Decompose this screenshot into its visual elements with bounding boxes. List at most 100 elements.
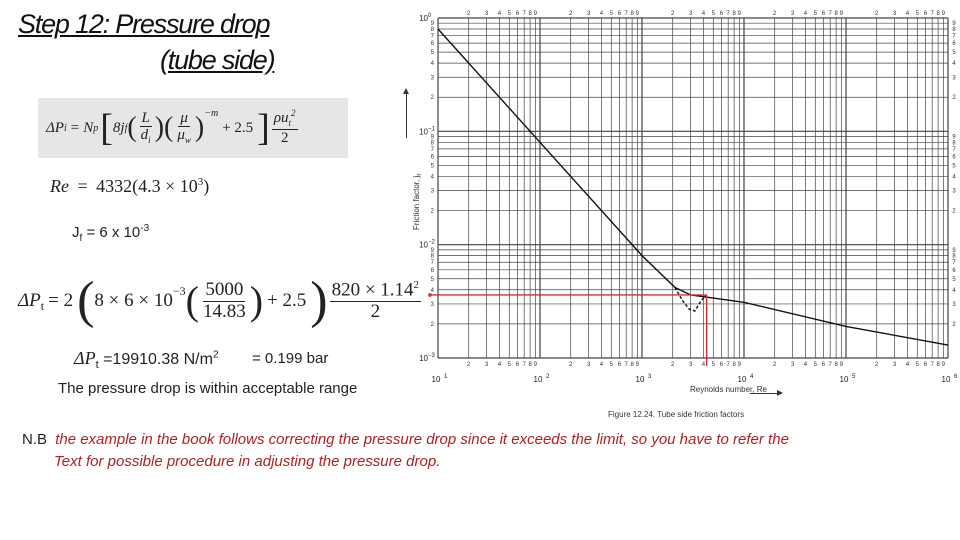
x-major-tick-label: 10: [840, 375, 849, 384]
left-minor-tick-label: 9: [431, 21, 435, 27]
result-lhs: ΔP: [74, 348, 96, 368]
friction-curve: [437, 28, 949, 346]
y-major-tick-exp: −2: [428, 240, 436, 246]
left-minor-tick-label: 2: [431, 95, 435, 101]
left-bracket: [: [100, 107, 113, 149]
top-minor-tick-label: 4: [804, 11, 808, 17]
result-bar: = 0.199 bar: [252, 350, 329, 367]
numeric-formula: ΔP t = 2 ( 8 × 6 × 10 −3 ( 5000 14.83 ) + 2…: [18, 270, 423, 332]
bottom-minor-tick-label: 5: [712, 362, 716, 368]
bottom-minor-tick-label: 6: [924, 362, 928, 368]
numeric-plus: + 2.5: [267, 290, 307, 311]
top-minor-tick-label: 7: [523, 11, 527, 17]
bottom-minor-tick-label: 8: [936, 362, 940, 368]
left-minor-tick-label: 7: [431, 260, 435, 266]
formula-exp: −m: [204, 108, 219, 119]
bottom-minor-tick-label: 8: [528, 362, 532, 368]
x-major-tick-exp: 5: [852, 374, 856, 380]
bottom-minor-tick-label: 9: [840, 362, 844, 368]
bottom-minor-tick-label: 6: [618, 362, 622, 368]
top-minor-tick-label: 2: [773, 11, 777, 17]
top-minor-tick-label: 9: [738, 11, 742, 17]
right-minor-tick-label: 4: [952, 61, 956, 67]
numeric-paren-close-2: ): [249, 278, 264, 323]
left-minor-tick-label: 8: [431, 27, 435, 33]
numeric-lhs: ΔP: [18, 290, 41, 311]
bottom-minor-tick-label: 2: [569, 362, 573, 368]
x-major-tick-exp: 1: [444, 374, 448, 380]
x-major-tick-label: 10: [534, 375, 543, 384]
left-minor-tick-label: 5: [431, 277, 435, 283]
bottom-minor-tick-label: 4: [498, 362, 502, 368]
right-minor-tick-label: 4: [952, 288, 956, 294]
y-major-tick-label: 10: [419, 354, 428, 363]
right-bracket: ]: [257, 107, 270, 149]
reynolds-lhs: Re: [50, 176, 69, 196]
right-minor-tick-label: 2: [952, 322, 956, 328]
top-minor-tick-label: 8: [528, 11, 532, 17]
frac-muw-sub: w: [184, 135, 191, 146]
top-minor-tick-label: 2: [875, 11, 879, 17]
left-minor-tick-label: 5: [431, 163, 435, 169]
top-minor-tick-label: 4: [600, 11, 604, 17]
y-major-tick-label: 10: [419, 241, 428, 250]
bottom-minor-tick-label: 3: [485, 362, 489, 368]
formula-8jf: 8j: [112, 119, 125, 136]
bottom-minor-tick-label: 7: [829, 362, 833, 368]
top-minor-tick-label: 6: [618, 11, 622, 17]
x-major-tick-exp: 2: [546, 374, 550, 380]
slide-title-line2: (tube side): [160, 45, 276, 75]
numeric-frac-1: 5000 14.83: [201, 278, 248, 323]
x-major-tick-exp: 6: [954, 374, 958, 380]
numeric-den: 14.83: [202, 300, 246, 322]
numeric-den2: 2: [370, 301, 381, 323]
bottom-minor-tick-label: 9: [636, 362, 640, 368]
top-minor-tick-label: 5: [610, 11, 614, 17]
reynolds-eq: =: [77, 176, 88, 196]
slide-title: Step 12: Pressure drop (tube side): [18, 6, 276, 78]
paren-open-2: (: [164, 112, 174, 143]
bottom-minor-tick-label: 4: [600, 362, 604, 368]
top-minor-tick-label: 6: [516, 11, 520, 17]
bottom-minor-tick-label: 8: [732, 362, 736, 368]
paren-close-1: ): [154, 112, 165, 143]
left-minor-tick-label: 2: [431, 322, 435, 328]
result-value: =19910.38 N/m: [103, 351, 213, 368]
right-minor-tick-label: 9: [952, 248, 956, 254]
numeric-num: 5000: [203, 278, 246, 302]
right-minor-tick-label: 3: [952, 75, 956, 81]
bottom-minor-tick-label: 3: [893, 362, 897, 368]
bottom-minor-tick-label: 2: [671, 362, 675, 368]
top-minor-tick-label: 6: [720, 11, 724, 17]
paren-close-2: ): [194, 112, 205, 143]
frac-d-sub: i: [148, 135, 151, 146]
transition-curve: [674, 287, 708, 312]
top-minor-tick-label: 9: [534, 11, 538, 17]
top-minor-tick-label: 8: [732, 11, 736, 17]
y-major-tick-exp: −1: [428, 126, 436, 132]
top-minor-tick-label: 6: [822, 11, 826, 17]
frac-mu-num: μ: [178, 109, 190, 128]
bottom-minor-tick-label: 2: [467, 362, 471, 368]
top-minor-tick-label: 5: [508, 11, 512, 17]
numeric-num2-exp: 2: [413, 278, 420, 291]
bottom-minor-tick-label: 5: [916, 362, 920, 368]
bottom-minor-tick-label: 6: [720, 362, 724, 368]
bottom-minor-tick-label: 5: [814, 362, 818, 368]
bottom-minor-tick-label: 9: [942, 362, 946, 368]
x-major-tick-label: 10: [636, 375, 645, 384]
left-minor-tick-label: 9: [431, 135, 435, 141]
jf-exp: -3: [140, 223, 150, 234]
top-minor-tick-label: 3: [485, 11, 489, 17]
numeric-inner-exp: −3: [172, 284, 186, 298]
left-minor-tick-label: 4: [431, 61, 435, 67]
bottom-minor-tick-label: 4: [906, 362, 910, 368]
right-minor-tick-label: 8: [952, 254, 956, 260]
y-axis-label: Friction factor, jf: [412, 174, 424, 230]
right-minor-tick-label: 4: [952, 174, 956, 180]
left-minor-tick-label: 3: [431, 189, 435, 195]
bottom-minor-tick-label: 4: [804, 362, 808, 368]
nb-note: N.B the example in the book follows corr…: [22, 429, 789, 473]
left-minor-tick-label: 2: [431, 209, 435, 215]
